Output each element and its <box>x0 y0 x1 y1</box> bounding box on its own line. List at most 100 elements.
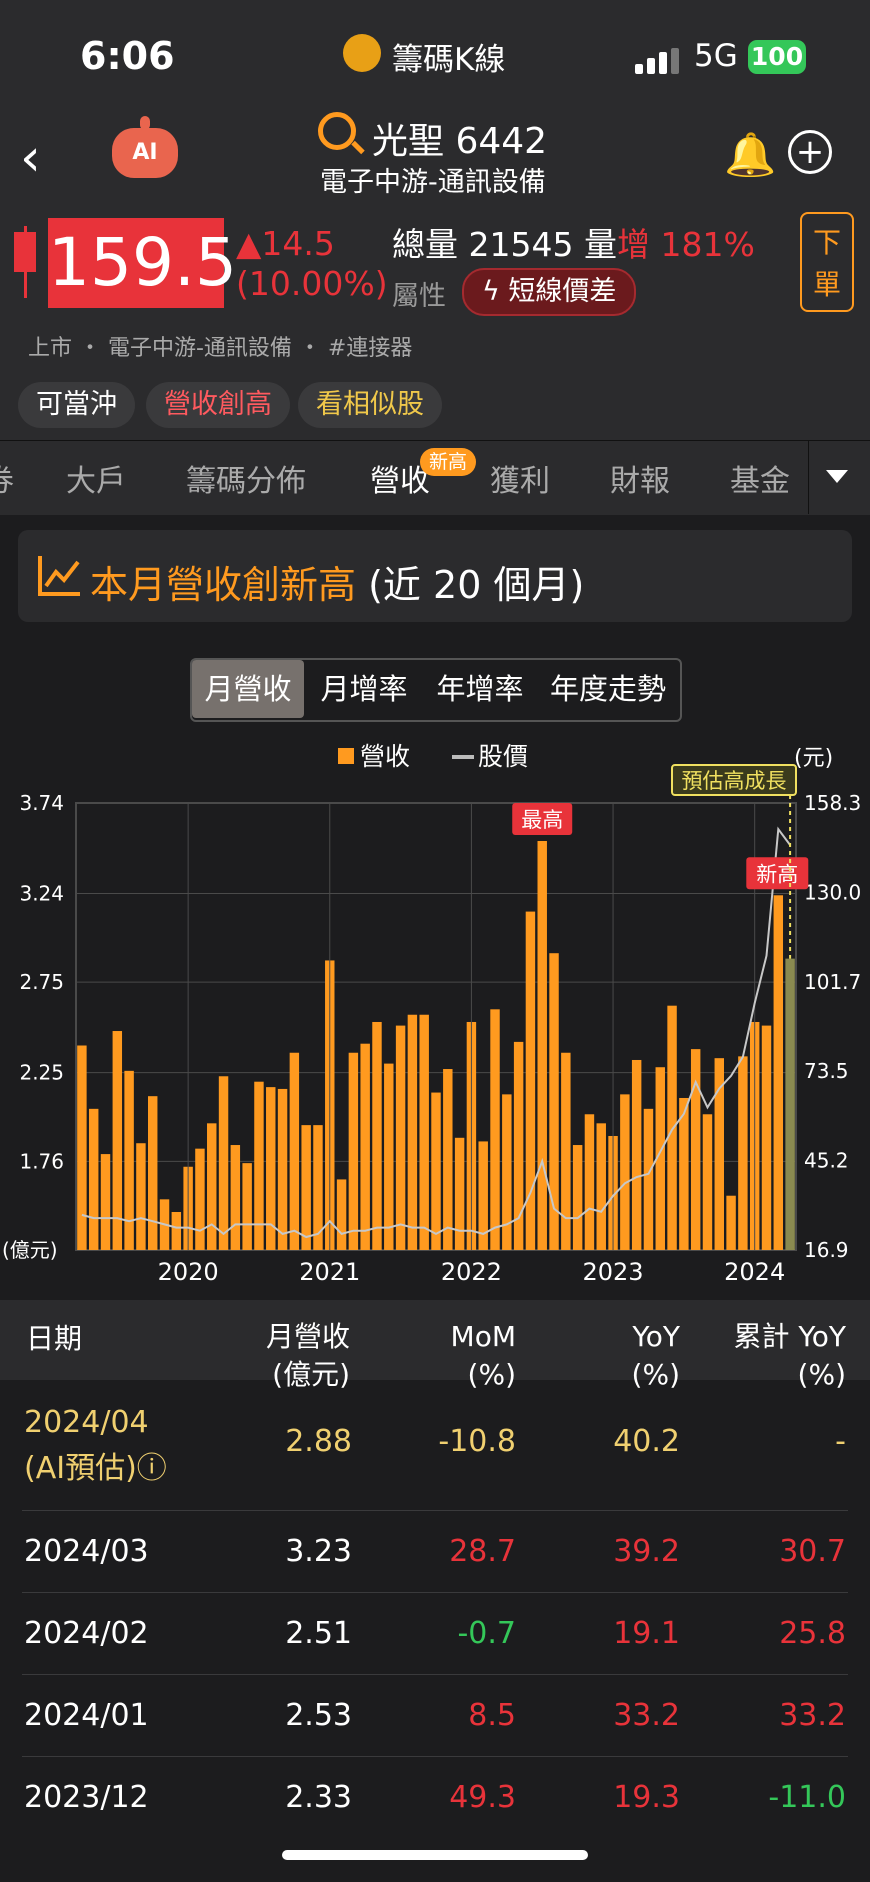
bar-revenue <box>254 1081 264 1250</box>
row-mom: 49.3 <box>449 1780 516 1810</box>
tab-margin[interactable]: 券 <box>0 456 14 500</box>
th-yoy: YoY (%) <box>560 1318 680 1394</box>
chart-line-icon <box>38 556 80 596</box>
segmented-control <box>190 658 682 722</box>
volume-inc-pct: 181% <box>660 225 755 264</box>
signal-icon <box>635 48 683 74</box>
bar-revenue <box>561 1052 571 1250</box>
th-revenue: 月營收 (億元) <box>250 1318 350 1394</box>
forecast-label-box <box>671 764 797 796</box>
bar-revenue <box>407 1014 418 1250</box>
tab-financials[interactable]: 財報 <box>610 464 670 499</box>
bar-revenue <box>112 1031 123 1250</box>
seg-annual-trend[interactable]: 年度走勢 <box>549 672 666 706</box>
row-divider <box>22 1756 848 1757</box>
row-mom: -10.8 <box>438 1424 516 1459</box>
order-button[interactable]: 下單 <box>800 212 854 312</box>
tab-chip-distribution[interactable]: 籌碼分佈 <box>186 464 306 499</box>
bar-revenue <box>761 1025 772 1250</box>
row-cum-yoy: 25.8 <box>779 1616 846 1651</box>
bar-revenue <box>655 1067 665 1250</box>
bar-revenue <box>443 1069 453 1250</box>
seg-mom[interactable]: 月增率 <box>320 672 408 706</box>
row-cum-yoy: 33.2 <box>779 1698 846 1733</box>
bar-revenue <box>372 1021 382 1250</box>
bar-revenue <box>419 1014 429 1250</box>
y-left-unit: (億元) <box>2 1238 58 1262</box>
max-label-box <box>512 803 573 836</box>
th-yoy-1: YoY <box>632 1320 680 1353</box>
row-yoy: 40.2 <box>613 1424 680 1459</box>
table-header <box>0 1300 870 1380</box>
max-label: 最高 <box>521 808 563 832</box>
row-date-ai[interactable]: (AI預估)ⓘ <box>24 1451 167 1486</box>
row-yoy: 19.1 <box>613 1616 680 1651</box>
row-divider <box>22 1510 848 1511</box>
row-date: 2023/12 <box>24 1780 149 1810</box>
tab-divider <box>808 440 809 514</box>
ai-robot-icon[interactable]: AI <box>112 128 178 178</box>
app-title: 籌碼K線 <box>392 42 506 78</box>
chevron-down-icon[interactable] <box>826 470 848 483</box>
bar-revenue <box>336 1179 347 1250</box>
row-yoy: 19.3 <box>613 1780 680 1810</box>
bar-revenue <box>631 1059 642 1250</box>
th-date: 日期 <box>26 1322 83 1355</box>
chip-day-trade[interactable]: 可當沖 <box>18 382 135 428</box>
chip-revenue-high[interactable]: 營收創高 <box>146 382 290 428</box>
bar-revenue <box>584 1114 595 1250</box>
bar-revenue <box>667 1005 677 1250</box>
bar-revenue <box>384 1063 394 1250</box>
bell-icon[interactable]: 🔔 <box>724 130 777 179</box>
row-yoy: 33.2 <box>613 1698 680 1733</box>
y-right-tick: 45.2 <box>804 1149 849 1173</box>
bar-revenue <box>171 1211 182 1250</box>
bar-revenue <box>266 1087 276 1250</box>
bar-revenue <box>277 1088 288 1250</box>
forecast-label: 預估高成長 <box>682 769 787 793</box>
stock-name[interactable]: 光聖 6442 <box>372 121 548 162</box>
row-revenue: 2.51 <box>285 1616 352 1651</box>
chip-similar-stocks[interactable]: 看相似股 <box>298 382 442 428</box>
bar-revenue <box>773 895 784 1250</box>
row-revenue: 2.53 <box>285 1698 352 1733</box>
bar-revenue <box>726 1195 736 1250</box>
seg-monthly-revenue[interactable]: 月營收 <box>192 660 304 718</box>
row-date: 2024/04 (AI預估)ⓘ <box>24 1400 167 1492</box>
bar-revenue <box>242 1163 252 1250</box>
search-icon[interactable] <box>318 112 356 150</box>
th-mom-1: MoM <box>450 1320 516 1353</box>
bar-revenue <box>218 1076 229 1250</box>
volume-info: 總量 21545 量增 181% <box>392 218 755 266</box>
x-tick: 2020 <box>158 1258 219 1286</box>
bar-revenue <box>195 1148 205 1250</box>
y-right-tick: 16.9 <box>804 1238 849 1262</box>
legend-revenue-swatch <box>338 748 354 764</box>
bar-revenue <box>643 1108 654 1250</box>
attr-tag-label: 短線價差 <box>508 276 617 307</box>
row-divider <box>22 1674 848 1675</box>
tab-revenue[interactable]: 營收 <box>370 464 430 499</box>
seg-yoy[interactable]: 年增率 <box>436 672 524 706</box>
revenue-chart: 營收 股價 (元) 3.74 3.24 2.75 2.25 1.76 (億元) 158.3 130.… <box>2 742 861 1286</box>
th-mom: MoM (%) <box>400 1318 516 1394</box>
add-icon[interactable]: + <box>788 130 832 174</box>
tab-major-holders[interactable]: 大戶 <box>66 464 126 499</box>
x-tick: 2021 <box>299 1258 360 1286</box>
row-mom: 28.7 <box>449 1534 516 1569</box>
row-date-text: 2024/04 <box>24 1405 149 1440</box>
attr-label: 屬性 <box>392 281 446 312</box>
revenue-high-banner <box>18 530 852 622</box>
back-icon[interactable]: ‹ <box>20 128 41 188</box>
tab-fund[interactable]: 基金 <box>730 464 790 499</box>
bar-revenue <box>478 1141 488 1250</box>
row-date: 2024/01 <box>24 1698 149 1733</box>
home-indicator[interactable] <box>282 1850 588 1860</box>
tab-profit[interactable]: 獲利 <box>490 464 550 499</box>
bar-revenue <box>100 1154 111 1250</box>
app-logo-icon <box>343 34 381 72</box>
banner-suffix: (近 20 個月) <box>368 563 585 607</box>
attr-tag[interactable]: ϟ 短線價差 <box>462 268 637 316</box>
network-label: 5G <box>694 38 738 74</box>
th-cum-yoy-1: 累計 YoY <box>733 1320 846 1353</box>
